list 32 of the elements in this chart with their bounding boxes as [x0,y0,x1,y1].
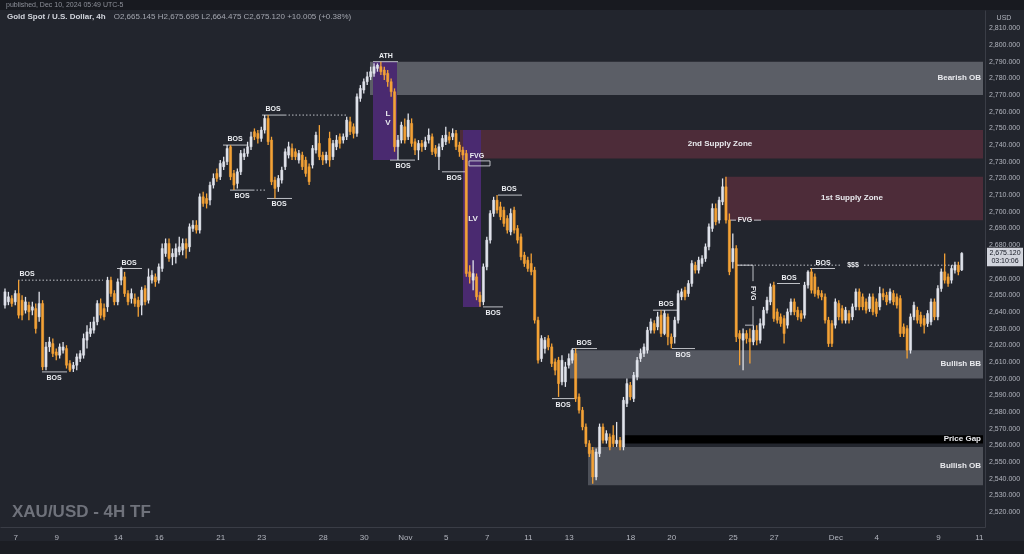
x-tick-label: 23 [257,532,267,542]
x-tick-label: 7 [13,532,19,542]
band-label: Bullish BB [940,359,982,369]
x-tick-label: 30 [359,532,370,542]
band-label: Bullish OB [940,461,982,471]
x-tick-label: 5 [444,532,450,542]
chart-title: Gold Spot / U.S. Dollar, 4h [7,12,106,21]
band-label: 1st Supply Zone [821,193,884,203]
x-tick-label: 9 [54,532,60,542]
x-tick-label: 18 [626,532,636,542]
x-tick-label: 20 [667,532,677,542]
x-tick-label: 28 [318,532,329,542]
band-label: Bearish OB [937,73,982,83]
band-label: 2nd Supply Zone [687,139,753,149]
annotation: LV [385,109,392,127]
x-tick-label: 9 [936,532,942,542]
x-tick-label: 11 [975,532,985,542]
chart-subtitle: O2,665.145 H2,675.695 L2,664.475 C2,675.120 +10.005 (+0.38%) [113,12,352,21]
x-tick-label: 14 [113,532,124,542]
x-tick-label: 7 [485,532,491,542]
x-tick-label: 13 [564,532,575,542]
x-tick-label: 25 [728,532,739,542]
x-tick-label: 21 [216,532,226,542]
x-tick-label: Dec [828,532,843,542]
band-label: Price Gap [943,434,982,444]
x-tick-label: 11 [524,532,533,542]
annotation: LV [468,213,479,223]
x-tick-label: 16 [154,532,165,542]
annotation: XAU/USD - 4H TF [12,502,151,521]
x-tick-label: 4 [874,532,880,542]
x-tick-label: Nov [398,532,413,542]
x-tick-label: 27 [769,532,780,542]
